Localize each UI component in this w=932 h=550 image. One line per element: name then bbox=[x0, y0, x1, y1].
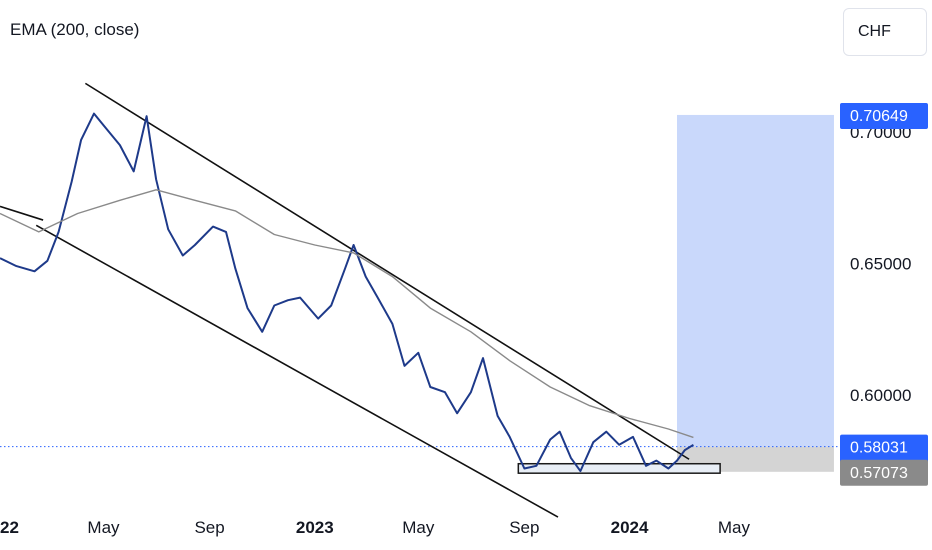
target-price-badge-bg bbox=[840, 102, 928, 129]
time-tick-label: 2024 bbox=[611, 518, 649, 537]
support-zone bbox=[517, 462, 721, 474]
ema-series bbox=[0, 189, 694, 439]
currency-label: CHF bbox=[858, 23, 891, 40]
time-tick-label: May bbox=[87, 518, 120, 537]
indicator-legend[interactable]: EMA (200, close) bbox=[10, 20, 140, 39]
time-axis: 2022 May Sep 2023 May Sep 2024 May bbox=[0, 518, 750, 537]
trendline bbox=[84, 82, 690, 460]
profit-zone bbox=[677, 114, 834, 447]
time-tick-label: Sep bbox=[509, 518, 539, 537]
currency-button[interactable]: CHF bbox=[843, 8, 927, 56]
price-tick-label: 0.60000 bbox=[850, 386, 911, 405]
stop-price-badge-bg bbox=[840, 459, 928, 486]
target-price-badge-text: 0.70649 bbox=[850, 108, 908, 125]
time-tick-label: 2022 bbox=[0, 518, 19, 537]
trendline bbox=[35, 224, 559, 518]
time-tick-label: 2023 bbox=[296, 518, 334, 537]
stop-price-badge-text: 0.57073 bbox=[850, 465, 908, 482]
time-tick-label: May bbox=[402, 518, 435, 537]
target-price-badge: 0.70649 bbox=[840, 102, 928, 129]
time-tick-label: Sep bbox=[194, 518, 224, 537]
time-tick-label: May bbox=[718, 518, 751, 537]
plot-lines bbox=[0, 82, 694, 518]
stop-price-badge: 0.57073 bbox=[840, 459, 928, 486]
position-zones bbox=[0, 114, 840, 474]
price-series bbox=[0, 112, 694, 473]
trendline bbox=[0, 205, 44, 221]
current-price-badge-text: 0.58031 bbox=[850, 440, 908, 457]
price-tick-label: 0.65000 bbox=[850, 254, 911, 273]
